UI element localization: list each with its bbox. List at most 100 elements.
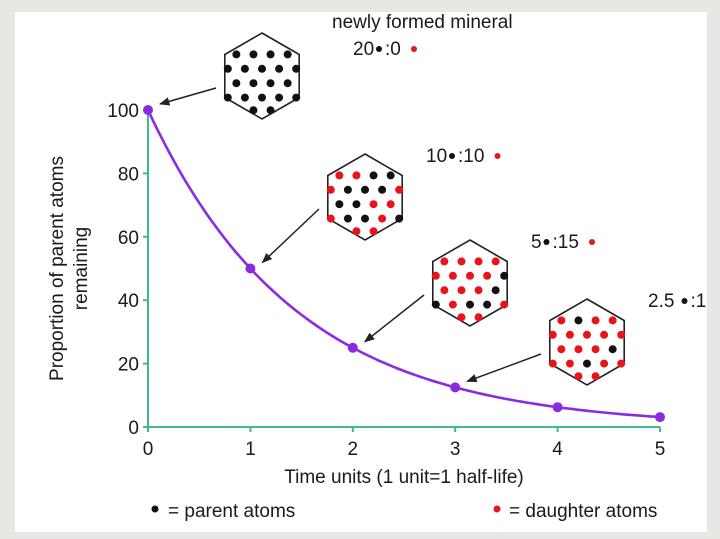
daughter-atom	[591, 316, 600, 325]
pointer-arrow	[363, 294, 425, 343]
parent-atom	[240, 64, 249, 73]
daughter-atom	[369, 200, 378, 209]
daughter-count: :0	[385, 39, 401, 60]
parent-atom	[258, 64, 266, 73]
daughter-atom	[440, 286, 449, 295]
daughter-atom	[574, 345, 583, 354]
parent-count: 20	[353, 39, 374, 60]
parent-dot	[543, 239, 550, 245]
parent-dot	[376, 46, 382, 52]
daughter-atom	[440, 257, 449, 266]
parent-atom	[223, 64, 232, 73]
daughter-count: :15	[553, 232, 579, 253]
chart-panel: 0 20 40 60 80 100 0 1 2 3 4 5 Time units (1 unit=1 h…	[15, 12, 707, 532]
daughter-atom	[483, 271, 492, 280]
parent-atom	[483, 300, 492, 309]
parent-atom	[583, 359, 591, 368]
parent-atom	[292, 93, 301, 102]
legend-daughter-label: = daughter atoms	[509, 501, 657, 522]
daughter-atom	[457, 257, 466, 266]
daughter-atom	[474, 286, 483, 295]
data-point	[450, 382, 461, 393]
y-tick-label: 80	[118, 164, 139, 185]
parent-count: 2.5	[648, 291, 674, 312]
parent-dot	[681, 298, 688, 304]
parent-atom	[249, 50, 258, 59]
parent-atom	[343, 185, 352, 194]
x-tick-label: 4	[552, 439, 563, 460]
daughter-atom	[565, 330, 574, 339]
pointer-arrow	[158, 87, 217, 106]
daughter-atom	[457, 313, 466, 322]
daughter-dot	[589, 239, 595, 245]
data-point	[347, 342, 358, 353]
daughter-atom	[457, 286, 466, 295]
daughter-atom	[466, 271, 474, 280]
daughter-dot	[494, 153, 501, 159]
daughter-atom	[491, 257, 500, 266]
parent-dot	[449, 153, 455, 159]
parent-atom	[491, 286, 500, 295]
daughter-atom	[448, 271, 457, 280]
mineral-hexagon	[326, 153, 404, 241]
parent-atom	[283, 79, 292, 88]
parent-atom	[240, 93, 249, 102]
data-point	[552, 402, 563, 413]
daughter-atom	[591, 345, 600, 354]
daughter-atom	[474, 257, 483, 266]
daughter-atom	[600, 330, 609, 339]
daughter-atom	[352, 227, 361, 236]
pointer-arrow	[466, 353, 542, 383]
daughter-atom	[565, 359, 574, 368]
parent-atom	[361, 214, 369, 223]
daughter-atom	[600, 359, 609, 368]
parent-atom	[378, 185, 387, 194]
daughter-atom	[548, 330, 557, 339]
daughter-atom	[500, 300, 509, 309]
parent-atom	[283, 50, 292, 59]
parent-atom	[574, 316, 583, 325]
daughter-atom	[326, 185, 335, 194]
y-axis-title: remaining	[71, 227, 92, 310]
parent-atom	[431, 300, 440, 309]
pointer-arrow	[261, 208, 320, 264]
x-tick-label: 2	[348, 439, 359, 460]
y-tick-label: 20	[118, 355, 139, 376]
x-axis-title: Time units (1 unit=1 half-life)	[284, 467, 524, 488]
parent-count: 10	[426, 146, 447, 167]
daughter-atom	[557, 345, 566, 354]
daughter-atom	[548, 359, 557, 368]
parent-atom	[343, 214, 352, 223]
parent-atom	[608, 345, 617, 354]
daughter-atom	[386, 200, 395, 209]
parent-atom	[266, 50, 275, 59]
daughter-atom	[448, 300, 457, 309]
parent-atom	[249, 79, 258, 88]
parent-atom	[266, 79, 275, 88]
parent-atom	[369, 171, 378, 180]
y-tick-label: 60	[118, 228, 139, 249]
parent-atom	[223, 93, 232, 102]
parent-atom	[249, 106, 258, 115]
decay-chart: 0 20 40 60 80 100 0 1 2 3 4 5 Time units (1 unit=1 h…	[47, 12, 708, 522]
x-tick-label: 1	[245, 439, 256, 460]
legend-parent-swatch	[151, 505, 159, 513]
parent-atom	[335, 200, 344, 209]
daughter-atom	[591, 372, 600, 381]
parent-atom	[395, 214, 404, 223]
data-point	[143, 105, 153, 115]
daughter-count: :17.5	[691, 291, 708, 312]
daughter-atom	[369, 227, 378, 236]
daughter-atom	[352, 171, 361, 180]
daughter-atom	[557, 316, 566, 325]
parent-atom	[386, 171, 395, 180]
parent-atom	[361, 185, 369, 194]
daughter-atom	[431, 271, 440, 280]
parent-atom	[275, 93, 284, 102]
daughter-atom	[474, 313, 483, 322]
daughter-atom	[583, 330, 591, 339]
annotation-title: newly formed mineral	[332, 12, 513, 33]
parent-atom	[232, 79, 241, 88]
data-point	[245, 263, 256, 274]
x-tick-label: 0	[143, 439, 154, 460]
